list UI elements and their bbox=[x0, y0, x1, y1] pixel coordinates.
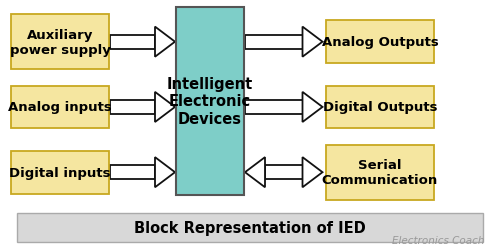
Text: Digital Outputs: Digital Outputs bbox=[323, 101, 437, 114]
Bar bbox=[110, 36, 155, 50]
Text: Serial
Communication: Serial Communication bbox=[322, 158, 438, 186]
FancyBboxPatch shape bbox=[11, 151, 109, 194]
FancyBboxPatch shape bbox=[176, 8, 244, 195]
FancyBboxPatch shape bbox=[18, 214, 482, 242]
FancyBboxPatch shape bbox=[326, 86, 434, 129]
Text: Electronics Coach: Electronics Coach bbox=[392, 235, 485, 245]
Text: Block Representation of IED: Block Representation of IED bbox=[134, 220, 366, 236]
Bar bbox=[245, 36, 302, 50]
Text: Intelligent
Electronic
Devices: Intelligent Electronic Devices bbox=[167, 76, 253, 126]
Bar bbox=[110, 166, 155, 179]
Polygon shape bbox=[302, 158, 322, 188]
Polygon shape bbox=[302, 28, 322, 58]
Text: Analog Outputs: Analog Outputs bbox=[322, 36, 438, 49]
FancyBboxPatch shape bbox=[326, 21, 434, 64]
FancyBboxPatch shape bbox=[326, 145, 434, 200]
Bar bbox=[245, 100, 302, 114]
FancyBboxPatch shape bbox=[11, 15, 109, 70]
Polygon shape bbox=[155, 158, 175, 188]
Polygon shape bbox=[302, 92, 322, 122]
Text: Analog inputs: Analog inputs bbox=[8, 101, 112, 114]
Polygon shape bbox=[245, 158, 265, 188]
FancyBboxPatch shape bbox=[11, 86, 109, 129]
Polygon shape bbox=[155, 28, 175, 58]
Bar bbox=[265, 166, 302, 179]
Text: Digital inputs: Digital inputs bbox=[9, 166, 111, 179]
Bar bbox=[110, 100, 155, 114]
Text: Auxiliary
power supply: Auxiliary power supply bbox=[10, 28, 110, 56]
Polygon shape bbox=[155, 92, 175, 122]
